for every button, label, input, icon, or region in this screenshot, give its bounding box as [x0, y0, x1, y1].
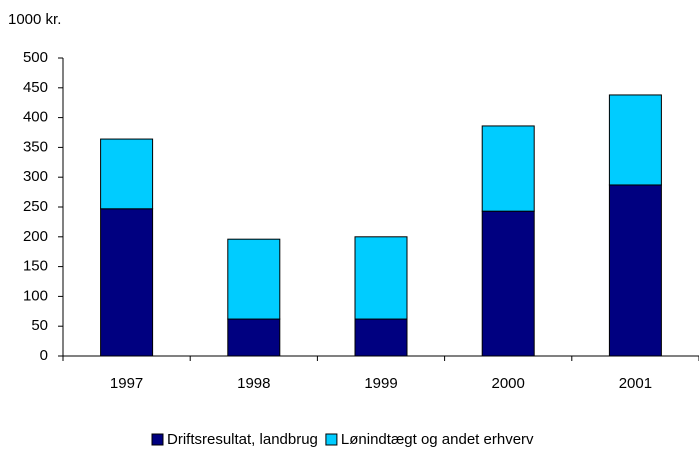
bar-segment — [481, 125, 535, 212]
bar-segment — [100, 208, 154, 357]
y-tick-label: 50 — [31, 317, 48, 334]
y-tick-label: 200 — [23, 228, 48, 245]
bar-segment — [608, 94, 662, 186]
legend-label: Lønindtægt og andet erhverv — [341, 431, 534, 448]
y-tick-label: 400 — [23, 109, 48, 126]
legend-swatch — [325, 433, 338, 446]
y-tick-label: 100 — [23, 287, 48, 304]
y-axis-label: 1000 kr. — [8, 11, 61, 28]
bar-segment — [100, 138, 154, 210]
x-tick-label: 2000 — [492, 375, 525, 392]
x-tick-label: 2001 — [619, 375, 652, 392]
y-tick-label: 250 — [23, 198, 48, 215]
y-tick-label: 0 — [40, 347, 48, 364]
bar-segment — [354, 236, 408, 320]
bar-segment — [227, 318, 281, 357]
y-tick-label: 300 — [23, 168, 48, 185]
y-tick-label: 150 — [23, 258, 48, 275]
x-tick-label: 1997 — [110, 375, 143, 392]
x-tick-label: 1999 — [364, 375, 397, 392]
bar-segment — [227, 238, 281, 320]
bar-segment — [354, 318, 408, 357]
x-tick-label: 1998 — [237, 375, 270, 392]
bar-segment — [481, 210, 535, 357]
y-tick-label: 500 — [23, 49, 48, 66]
y-tick-label: 350 — [23, 138, 48, 155]
legend-label: Driftsresultat, landbrug — [167, 431, 318, 448]
legend-swatch — [151, 433, 164, 446]
y-tick-label: 450 — [23, 79, 48, 96]
bar-segment — [608, 184, 662, 357]
